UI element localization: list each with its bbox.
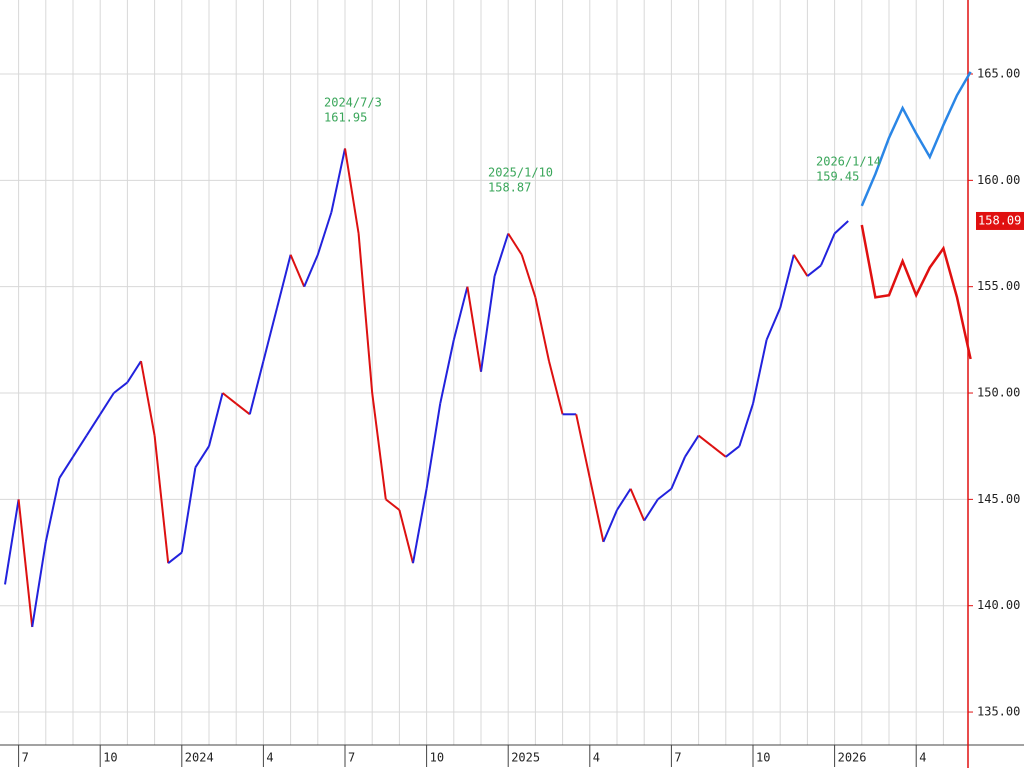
price-segment	[711, 445, 727, 458]
x-tick-label: 4	[919, 751, 926, 765]
price-segment	[303, 254, 319, 288]
price-segment	[439, 339, 455, 404]
annotation-value: 159.45	[816, 170, 859, 184]
price-segment	[262, 307, 278, 362]
annotation-value: 158.87	[488, 181, 531, 195]
price-segment	[180, 467, 197, 553]
x-tick-label: 10	[756, 751, 770, 765]
price-segment	[616, 488, 632, 511]
y-tick-label: 140.00	[977, 598, 1020, 612]
price-segment	[806, 264, 822, 277]
price-segment	[4, 499, 20, 585]
annotation-value: 161.95	[324, 111, 367, 125]
price-segment	[31, 541, 47, 628]
price-segment	[235, 402, 251, 416]
price-segment	[820, 233, 836, 266]
price-segment	[85, 413, 102, 437]
price-segment	[153, 435, 170, 564]
x-tick-label: 4	[593, 751, 600, 765]
projection-line	[860, 71, 972, 207]
price-segment	[316, 211, 333, 256]
price-segment	[140, 360, 156, 436]
price-segment	[113, 381, 129, 394]
price-segment	[588, 477, 605, 543]
y-tick-label: 155.00	[977, 279, 1020, 293]
annotation-date: 2024/7/3	[324, 96, 382, 110]
price-segment	[575, 414, 591, 479]
price-segment	[289, 254, 306, 288]
price-segment	[126, 360, 142, 383]
y-tick-label: 165.00	[977, 67, 1020, 81]
x-tick-label: 7	[674, 751, 681, 765]
price-segment	[507, 232, 523, 256]
x-tick-label: 2026	[838, 751, 867, 765]
x-tick-label: 7	[22, 751, 29, 765]
price-segment	[371, 392, 387, 500]
price-segment	[425, 403, 442, 489]
price-segment	[520, 254, 537, 298]
price-segment	[194, 445, 210, 468]
price-segment	[779, 254, 795, 309]
price-segment	[44, 477, 61, 543]
price-segment	[452, 286, 469, 341]
price-segment	[657, 487, 673, 501]
price-segment	[357, 233, 374, 394]
price-segment	[792, 254, 809, 277]
price-segment	[480, 275, 496, 372]
price-segment	[643, 498, 659, 522]
price-segment	[534, 297, 550, 362]
price-segment	[493, 233, 510, 277]
price-segment	[221, 392, 237, 405]
price-segment	[17, 499, 34, 628]
price-segment	[833, 220, 849, 235]
price-segment	[99, 392, 115, 415]
price-segment	[629, 488, 646, 522]
price-segment	[208, 392, 224, 447]
price-segment	[385, 498, 401, 511]
price-segment	[738, 403, 754, 447]
price-box-label: 158.09	[978, 213, 1021, 227]
y-tick-label: 135.00	[977, 705, 1020, 719]
price-segment	[248, 360, 265, 415]
price-segment	[697, 434, 713, 447]
price-segment	[548, 360, 564, 415]
price-segment	[602, 509, 618, 543]
annotation-date: 2026/1/14	[816, 155, 881, 169]
price-segment	[412, 488, 428, 564]
price-segment	[276, 254, 292, 309]
x-tick-label: 10	[430, 751, 444, 765]
price-segment	[752, 339, 768, 404]
y-tick-label: 145.00	[977, 492, 1020, 506]
price-segment	[398, 509, 414, 564]
price-segment	[765, 307, 782, 341]
x-tick-label: 2024	[185, 751, 214, 765]
price-segment	[670, 456, 686, 490]
annotation-date: 2025/1/10	[488, 166, 553, 180]
x-tick-label: 4	[266, 751, 273, 765]
price-segment	[684, 435, 700, 458]
x-tick-label: 10	[103, 751, 117, 765]
projection-line	[860, 224, 972, 360]
price-segment	[344, 148, 360, 234]
x-tick-label: 7	[348, 751, 355, 765]
price-segment	[58, 456, 74, 479]
price-segment	[725, 445, 741, 458]
y-tick-label: 150.00	[977, 386, 1020, 400]
price-segment	[72, 435, 88, 458]
price-segment	[330, 148, 346, 213]
x-tick-label: 2025	[511, 751, 540, 765]
price-segment	[466, 286, 482, 372]
price-box	[976, 211, 1024, 230]
price-segment	[167, 551, 183, 564]
y-tick-label: 160.00	[977, 173, 1020, 187]
